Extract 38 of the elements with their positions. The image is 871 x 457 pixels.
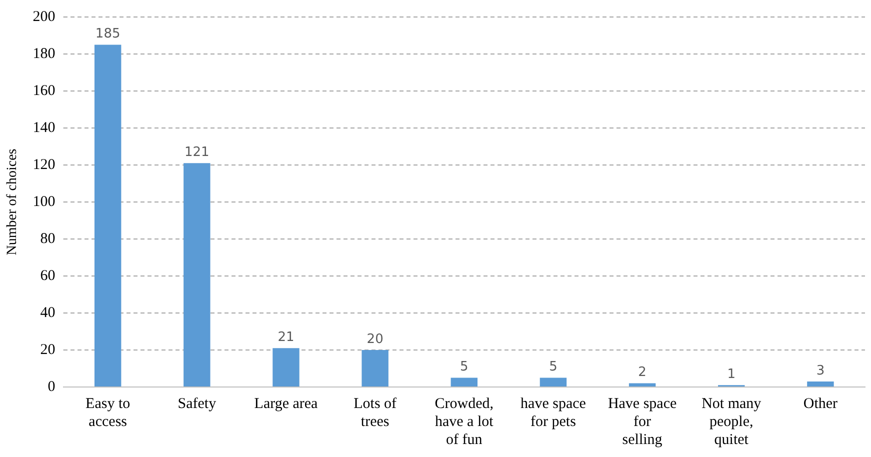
y-tick-label: 180 bbox=[32, 46, 56, 62]
bar bbox=[807, 381, 834, 386]
data-label: 121 bbox=[184, 145, 210, 160]
data-label: 20 bbox=[366, 332, 384, 347]
y-tick-label: 200 bbox=[32, 8, 56, 25]
data-label: 5 bbox=[549, 360, 558, 375]
data-label: 21 bbox=[278, 330, 294, 346]
x-tick-label: Easy to access bbox=[86, 396, 130, 430]
x-tick-label: have space for pets bbox=[520, 396, 586, 430]
bar bbox=[450, 378, 478, 386]
y-tick-label: 40 bbox=[40, 304, 56, 321]
x-tick-label: Large area bbox=[254, 396, 318, 412]
x-tick-label: Lots of trees bbox=[354, 396, 397, 430]
y-tick-label: 80 bbox=[40, 230, 56, 247]
data-label: 5 bbox=[460, 360, 468, 375]
y-tick-label: 120 bbox=[32, 156, 56, 173]
data-label: 1 bbox=[727, 367, 736, 382]
y-tick-label: 0 bbox=[48, 378, 56, 395]
data-label: 2 bbox=[638, 365, 646, 380]
x-tick-label: Safety bbox=[178, 396, 217, 412]
bar bbox=[540, 378, 567, 386]
y-axis-title: Number of choices bbox=[5, 148, 20, 256]
data-label: 3 bbox=[816, 363, 825, 378]
y-tick-label: 160 bbox=[32, 82, 56, 99]
y-tick-label: 140 bbox=[32, 120, 56, 136]
y-tick-label: 100 bbox=[32, 194, 56, 210]
bar bbox=[184, 163, 210, 386]
bar bbox=[272, 348, 300, 386]
x-tick-label: Crowded, have a lot of fun bbox=[434, 396, 494, 448]
data-label: 185 bbox=[95, 26, 120, 42]
bar bbox=[628, 383, 656, 386]
bar bbox=[362, 350, 388, 386]
y-tick-label: 60 bbox=[40, 268, 56, 284]
bar bbox=[94, 44, 122, 386]
x-tick-label: Have space for selling bbox=[608, 396, 677, 448]
x-tick-label: Other bbox=[803, 396, 838, 412]
y-tick-label: 20 bbox=[40, 342, 56, 358]
x-tick-label: Not many people, quitet bbox=[702, 396, 762, 448]
